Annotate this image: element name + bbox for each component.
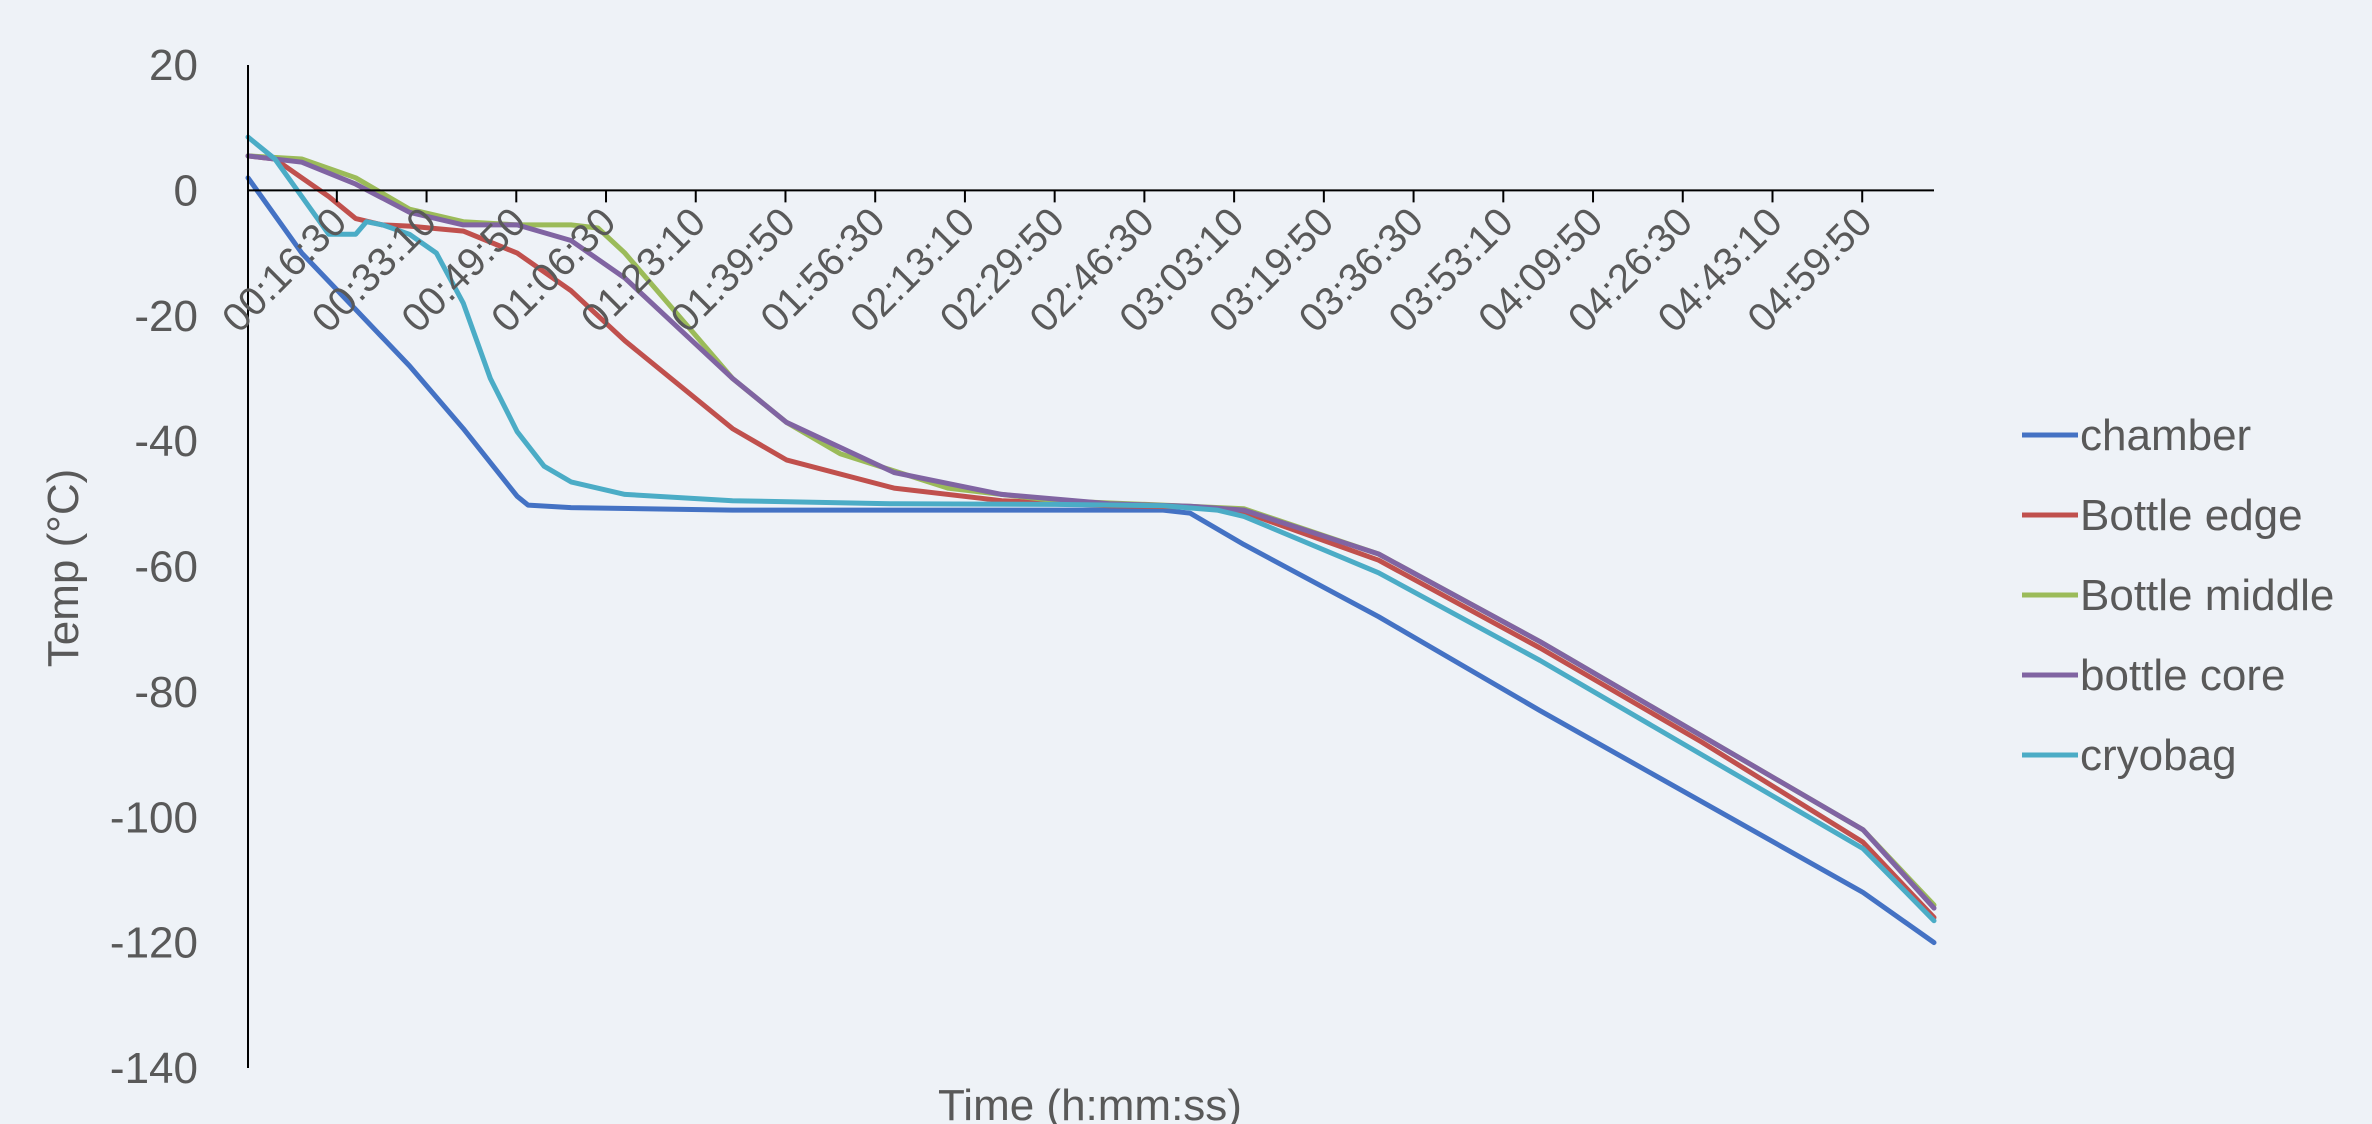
series-line-bottle-edge xyxy=(245,153,1937,920)
series-line-chamber xyxy=(245,175,1937,946)
series-line-cryobag xyxy=(245,134,1937,924)
y-tick-label: -100 xyxy=(110,793,198,842)
y-tick-label: -20 xyxy=(134,292,198,341)
y-tick-label: -140 xyxy=(110,1044,198,1093)
y-tick-label: 0 xyxy=(174,166,198,215)
legend-label-chamber: chamber xyxy=(2080,411,2251,460)
series-line-bottle-core xyxy=(245,153,1937,911)
x-axis-title: Time (h:mm:ss) xyxy=(938,1081,1242,1124)
series-lines xyxy=(245,134,1937,946)
legend-label-cryobag: cryobag xyxy=(2080,731,2237,780)
y-axis-title: Temp (°C) xyxy=(39,469,88,668)
y-tick-label: -40 xyxy=(134,417,198,466)
y-tick-label: -80 xyxy=(134,668,198,717)
y-tick-label: 20 xyxy=(149,41,198,90)
y-axis-ticks: 20 0 -20 -40 -60 -80 -100 -120 -140 xyxy=(110,41,198,1093)
legend: chamber Bottle edge Bottle middle bottle co… xyxy=(2022,411,2334,780)
legend-label-bottle-middle: Bottle middle xyxy=(2080,571,2334,620)
legend-label-bottle-edge: Bottle edge xyxy=(2080,491,2303,540)
x-axis-ticks: 00:16:3000:33:1000:49:5001:06:3001:23:10… xyxy=(214,190,1881,341)
legend-label-bottle-core: bottle core xyxy=(2080,651,2285,700)
y-tick-label: -60 xyxy=(134,543,198,592)
y-tick-label: -120 xyxy=(110,919,198,968)
